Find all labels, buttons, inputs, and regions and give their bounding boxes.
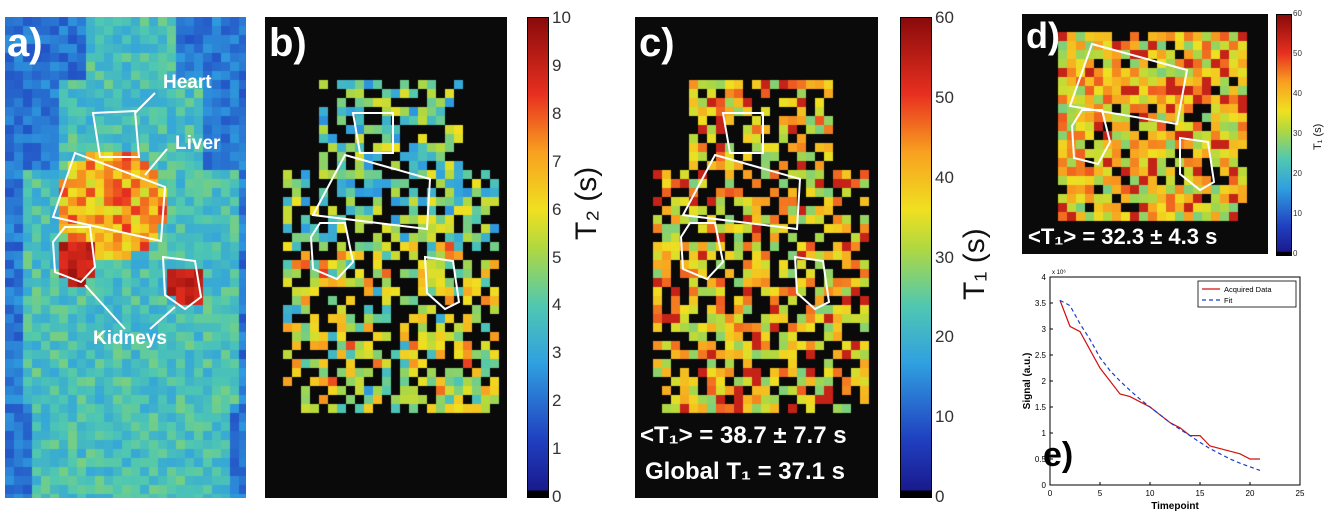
colorbar-t1-small-label: T₁ (s) — [1312, 123, 1324, 150]
panel-label-d: d) — [1026, 15, 1060, 56]
colorbar-t2-label: T₂ (s) — [570, 166, 603, 240]
x-tick-label-5: 5 — [1098, 489, 1103, 498]
roi-outlines-a — [51, 92, 203, 330]
panel-label-a: a) — [7, 21, 43, 65]
t1-mean-d: <T₁> = 32.3 ± 4.3 s — [1028, 224, 1218, 249]
proton-image-a — [5, 17, 246, 498]
t1s-tick-10: 10 — [1293, 209, 1302, 218]
chart-e: 0 5 10 15 20 25 0 0.5 1 1.5 2 2.5 3 3.5 4 x 10⁶ Timepoin… — [1022, 269, 1305, 512]
t1-tick-40: 40 — [935, 167, 954, 187]
panel-c: c) <T₁> = 38.7 ± 7.7 s Global T₁ = 37.1 … — [635, 17, 878, 498]
y-tick-label-0: 0 — [1042, 481, 1047, 490]
roi-kidney-left — [51, 226, 97, 284]
t1s-tick-20: 20 — [1293, 169, 1302, 178]
panel-d: d) <T₁> = 32.3 ± 4.3 s — [1022, 14, 1268, 254]
t1-tick-10: 10 — [935, 407, 954, 427]
panel-label-b: b) — [269, 21, 307, 65]
x-tick-label-20: 20 — [1246, 489, 1255, 498]
y-axis-label: Signal (a.u.) — [1022, 353, 1033, 410]
y-tick-label-1.5: 1.5 — [1035, 403, 1047, 412]
colorbar-t1 — [900, 17, 932, 498]
t1s-tick-30: 30 — [1293, 129, 1302, 138]
panel-label-e: e) — [1043, 436, 1074, 474]
t2-tick-7: 7 — [552, 151, 562, 171]
t1-tick-20: 20 — [935, 327, 954, 347]
t2-tick-2: 2 — [552, 391, 562, 411]
t1s-tick-0: 0 — [1293, 249, 1298, 258]
y-tick-label-4: 4 — [1042, 273, 1047, 282]
t1-tick-30: 30 — [935, 247, 954, 267]
x-tick-label-10: 10 — [1146, 489, 1155, 498]
series-line-1 — [1059, 299, 1261, 472]
t2-tick-1: 1 — [552, 439, 562, 459]
y-tick-label-1: 1 — [1042, 429, 1047, 438]
t1-map-c — [635, 17, 878, 498]
y-tick-label-3.5: 3.5 — [1035, 299, 1047, 308]
panel-label-c: c) — [639, 21, 675, 65]
y-tick-label-0.5: 0.5 — [1035, 455, 1047, 464]
colorbar-t1-label: T₁ (s) — [958, 228, 991, 300]
t2-tick-5: 5 — [552, 247, 562, 267]
roi-kidney-right — [161, 255, 203, 311]
legend-label-0: Acquired Data — [1224, 285, 1272, 294]
t2-tick-10: 10 — [552, 8, 571, 27]
y-tick-label-2.5: 2.5 — [1035, 351, 1047, 360]
t1s-tick-40: 40 — [1293, 89, 1302, 98]
roi-outlines-b — [309, 112, 461, 311]
roi-heart — [91, 109, 141, 158]
roi-outlines-c — [679, 112, 831, 311]
plot-area — [1049, 276, 1301, 486]
x-tick-label-0: 0 — [1048, 489, 1053, 498]
x-tick-label-15: 15 — [1196, 489, 1205, 498]
x-tick-label-25: 25 — [1296, 489, 1305, 498]
t1-mean-c: <T₁> = 38.7 ± 7.7 s — [640, 422, 847, 449]
t1s-tick-60: 60 — [1293, 9, 1302, 18]
t1s-tick-50: 50 — [1293, 49, 1302, 58]
t2-tick-6: 6 — [552, 199, 562, 219]
legend-label-1: Fit — [1224, 296, 1233, 305]
label-heart: Heart — [163, 72, 212, 93]
roi-liver — [51, 151, 167, 243]
y-exponent: x 10⁶ — [1052, 269, 1066, 276]
legend-box — [1197, 280, 1297, 308]
t2-tick-9: 9 — [552, 55, 562, 75]
t1-global-c: Global T₁ = 37.1 s — [645, 458, 846, 485]
label-kidneys: Kidneys — [93, 328, 167, 349]
t2-tick-8: 8 — [552, 103, 562, 123]
t2-tick-4: 4 — [552, 295, 562, 315]
panel-b: b) — [265, 17, 507, 498]
t1-tick-50: 50 — [935, 87, 954, 107]
label-liver: Liver — [175, 133, 221, 154]
x-axis-label: Timepoint — [1151, 501, 1199, 512]
colorbar-t1-small — [1276, 14, 1292, 256]
roi-outlines-d — [1068, 42, 1216, 192]
y-tick-label-2: 2 — [1042, 377, 1047, 386]
t1-map-d — [1022, 14, 1268, 254]
t2-map-b — [265, 17, 507, 498]
y-tick-label-3: 3 — [1042, 325, 1047, 334]
t1-tick-0: 0 — [935, 487, 945, 506]
t2-tick-3: 3 — [552, 343, 562, 363]
panel-a: a) Heart Liver Kidneys — [5, 17, 246, 498]
t2-tick-0: 0 — [552, 487, 562, 506]
t1-tick-60: 60 — [935, 8, 954, 27]
colorbar-t2 — [527, 17, 549, 498]
